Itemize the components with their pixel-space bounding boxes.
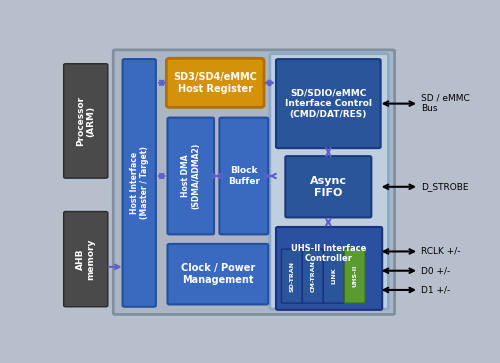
Text: Host DMA
(SDMA/ADMA2): Host DMA (SDMA/ADMA2) bbox=[181, 143, 201, 209]
Text: SD/SDIO/eMMC
Interface Control
(CMD/DAT/RES): SD/SDIO/eMMC Interface Control (CMD/DAT/… bbox=[285, 89, 372, 119]
Text: Clock / Power
Management: Clock / Power Management bbox=[181, 264, 255, 285]
Text: SD-TRAN: SD-TRAN bbox=[290, 261, 294, 291]
Text: D1 +/-: D1 +/- bbox=[421, 285, 450, 294]
FancyBboxPatch shape bbox=[220, 118, 268, 234]
Text: UHS-II Interface
Controller: UHS-II Interface Controller bbox=[292, 244, 367, 263]
Text: RCLK +/-: RCLK +/- bbox=[421, 247, 461, 256]
Text: UHS-II: UHS-II bbox=[352, 265, 357, 287]
FancyBboxPatch shape bbox=[276, 227, 382, 310]
FancyBboxPatch shape bbox=[166, 58, 264, 107]
Text: Host Interface
(Master / Target): Host Interface (Master / Target) bbox=[130, 147, 149, 219]
Text: Block
Buffer: Block Buffer bbox=[228, 166, 260, 186]
Text: D_STROBE: D_STROBE bbox=[421, 182, 469, 191]
FancyBboxPatch shape bbox=[270, 54, 388, 309]
Text: D0 +/-: D0 +/- bbox=[421, 266, 450, 275]
Text: SD / eMMC
Bus: SD / eMMC Bus bbox=[421, 94, 470, 113]
FancyBboxPatch shape bbox=[286, 156, 372, 217]
FancyBboxPatch shape bbox=[64, 64, 108, 178]
FancyBboxPatch shape bbox=[302, 249, 324, 303]
FancyBboxPatch shape bbox=[168, 244, 268, 305]
Text: Async
FIFO: Async FIFO bbox=[310, 176, 347, 197]
Text: SD3/SD4/eMMC
Host Register: SD3/SD4/eMMC Host Register bbox=[173, 72, 257, 94]
FancyBboxPatch shape bbox=[168, 118, 214, 234]
FancyBboxPatch shape bbox=[324, 249, 344, 303]
Text: AHB
memory: AHB memory bbox=[76, 238, 96, 280]
FancyBboxPatch shape bbox=[344, 249, 365, 303]
Text: LINK: LINK bbox=[331, 268, 336, 285]
FancyBboxPatch shape bbox=[114, 50, 394, 314]
Text: Processor
(ARM): Processor (ARM) bbox=[76, 96, 96, 146]
FancyBboxPatch shape bbox=[122, 59, 156, 307]
Text: CM-TRAN: CM-TRAN bbox=[310, 260, 316, 292]
FancyBboxPatch shape bbox=[64, 212, 108, 307]
FancyBboxPatch shape bbox=[282, 249, 302, 303]
FancyBboxPatch shape bbox=[276, 59, 380, 148]
